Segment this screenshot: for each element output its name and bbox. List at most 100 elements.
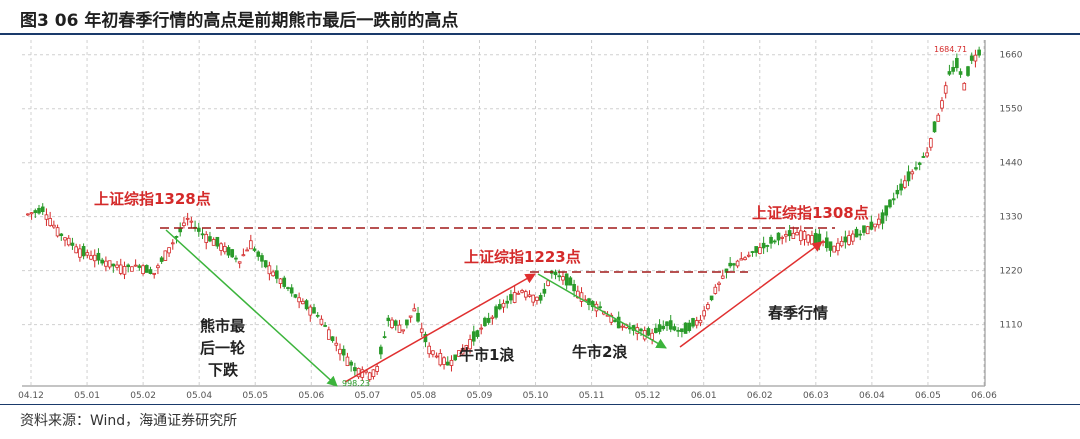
y-tick-label: 1330 <box>1000 213 1023 223</box>
candle-body <box>951 66 955 72</box>
candle-body <box>408 315 413 318</box>
candle-body <box>460 348 465 355</box>
candle-body <box>880 212 885 224</box>
annotation-peak-1328: 上证综指1328点 <box>94 190 211 208</box>
candle-body <box>52 224 56 228</box>
candle-body <box>943 85 948 94</box>
annotation-low-value: 998.23 <box>342 379 370 388</box>
candle-body <box>973 54 978 62</box>
candle-body <box>44 214 49 220</box>
candle-body <box>130 266 134 272</box>
candle-body <box>546 280 550 286</box>
candle-body <box>672 326 677 331</box>
candle-body <box>118 264 123 274</box>
candle-body <box>516 292 521 295</box>
candle-body <box>96 252 101 261</box>
spring-arrow <box>679 241 823 348</box>
candle-body <box>535 296 539 301</box>
candle-body <box>958 71 963 75</box>
annotation-bear-line-2: 后一轮 <box>200 339 245 357</box>
x-tick-label: 06.04 <box>859 391 885 401</box>
candle-body <box>646 328 651 336</box>
candle-body <box>89 255 93 260</box>
candle-body <box>791 232 796 239</box>
x-tick-label: 05.08 <box>411 391 437 401</box>
title-divider <box>0 33 1080 35</box>
x-tick-label: 05.07 <box>354 391 380 401</box>
candle-body <box>152 272 157 275</box>
candle-body <box>260 255 264 262</box>
candle-body <box>873 223 877 228</box>
candle-body <box>969 55 974 61</box>
bull2-arrow <box>537 273 667 349</box>
candle-body <box>765 245 770 247</box>
candle-body <box>798 230 803 242</box>
candle-body <box>319 318 324 325</box>
x-tick-label: 05.06 <box>298 391 324 401</box>
candle-body <box>66 237 71 246</box>
candle-body <box>442 357 446 365</box>
candle-body <box>531 294 536 303</box>
candle-body <box>338 348 342 355</box>
candle-body <box>297 297 301 303</box>
candle-body <box>557 275 562 278</box>
candle-body <box>468 339 472 350</box>
candle-body <box>780 236 785 239</box>
candle-body <box>564 273 569 286</box>
candle-body <box>936 114 941 122</box>
x-tick-label: 05.04 <box>186 391 212 401</box>
candle-body <box>356 367 361 378</box>
candle-body <box>341 348 346 356</box>
candle-body <box>810 235 814 245</box>
candle-body <box>527 294 532 297</box>
candle-body <box>457 350 461 357</box>
candle-body <box>895 189 900 195</box>
candle-body <box>59 233 64 237</box>
candle-body <box>884 205 889 216</box>
candle-body <box>784 234 788 237</box>
candle-body <box>761 242 766 249</box>
candle-body <box>163 250 168 261</box>
candle-body <box>159 257 164 262</box>
candle-body <box>977 49 981 56</box>
candle-body <box>327 329 331 340</box>
candle-body <box>26 213 30 216</box>
candle-body <box>728 262 732 267</box>
candle-body <box>579 292 584 302</box>
candle-body <box>375 366 379 372</box>
candle-body <box>754 246 758 253</box>
candle-body <box>196 227 201 232</box>
annotation-bear-line-3: 下跌 <box>208 361 239 379</box>
candle-body <box>668 320 673 330</box>
candle-body <box>850 233 855 242</box>
candle-body <box>620 325 625 328</box>
x-tick-label: 05.12 <box>635 391 661 401</box>
candle-body <box>832 245 837 253</box>
candle-body <box>483 317 487 327</box>
candle-body <box>497 304 502 310</box>
candle-body <box>494 306 498 318</box>
candle-body <box>170 242 175 245</box>
candle-body <box>308 306 313 316</box>
candle-body <box>769 236 773 244</box>
candle-body <box>836 242 840 252</box>
candle-body <box>85 252 90 256</box>
candle-body <box>423 333 428 343</box>
candle-body <box>955 57 959 69</box>
candle-body <box>735 260 740 267</box>
candle-body <box>512 292 517 303</box>
candle-body <box>126 264 131 268</box>
candle-body <box>661 325 666 330</box>
candle-body <box>353 367 357 372</box>
candle-body <box>694 320 699 326</box>
candle-body <box>419 328 424 333</box>
y-tick-label: 1660 <box>1000 51 1023 61</box>
candle-body <box>100 259 104 264</box>
candle-body <box>650 332 654 340</box>
candle-body <box>63 237 67 241</box>
annotation-peak-1223: 上证综指1223点 <box>464 248 581 266</box>
candle-body <box>148 269 153 274</box>
source-note: 资料来源：Wind，海通证券研究所 <box>20 413 238 429</box>
candle-body <box>111 263 116 267</box>
candle-body <box>869 221 874 230</box>
